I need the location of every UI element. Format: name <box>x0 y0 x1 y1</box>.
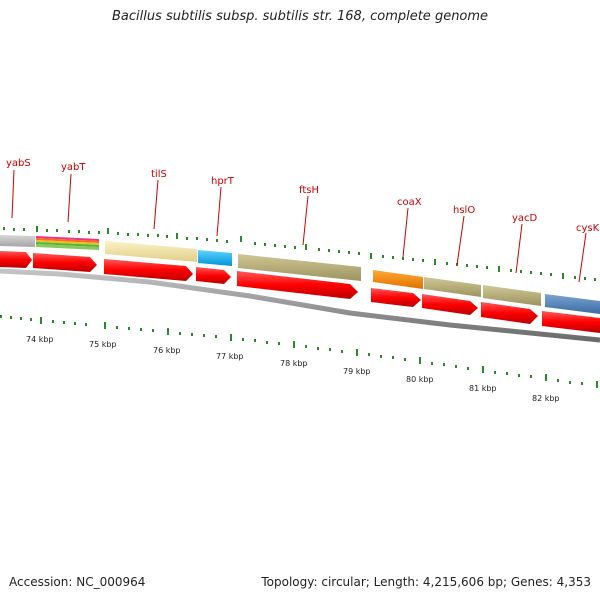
cds-arrow-yabS[interactable] <box>0 251 32 268</box>
gene-label-hslO: hslO <box>453 205 475 216</box>
gene-block-tilS[interactable] <box>105 241 197 262</box>
gene-block-hprT[interactable] <box>198 250 232 266</box>
gene-label-hprT: hprT <box>211 176 235 187</box>
scale-labels: 74 kbp 75 kbp 76 kbp 77 kbp 78 kbp 79 kb… <box>26 335 560 403</box>
cds-arrow-yacD[interactable] <box>481 302 538 324</box>
cds-arrow-cysK[interactable] <box>542 311 600 333</box>
cds-arrow-hslO[interactable] <box>422 294 478 315</box>
scale-label-81: 81 kbp <box>469 384 497 393</box>
cds-arrow-yabT[interactable] <box>33 253 97 272</box>
accession-text: Accession: NC_000964 <box>9 575 146 589</box>
gene-label-yacD: yacD <box>512 213 538 224</box>
genome-title: Bacillus subtilis subsp. subtilis str. 1… <box>111 9 489 24</box>
gene-block-cysK[interactable] <box>545 294 600 314</box>
feature-track <box>0 235 600 314</box>
scale-label-79: 79 kbp <box>343 367 371 376</box>
cds-arrow-ftsH[interactable] <box>237 271 358 299</box>
genome-stats-text: Topology: circular; Length: 4,215,606 bp… <box>261 575 591 589</box>
scale-label-76: 76 kbp <box>153 346 181 355</box>
scale-label-75: 75 kbp <box>89 340 117 349</box>
top-tick-row <box>3 226 596 281</box>
gene-label-yabT: yabT <box>61 162 86 173</box>
gene-label-cysK: cysK <box>576 223 600 234</box>
gene-block-coaX[interactable] <box>373 270 423 289</box>
gene-label-coaX: coaX <box>397 197 422 208</box>
gene-block-yacD[interactable] <box>483 285 541 306</box>
gene-block-yabS[interactable] <box>0 235 35 247</box>
gene-label-ftsH: ftsH <box>299 185 319 196</box>
gene-block-ftsH[interactable] <box>238 254 361 281</box>
gene-block-hslO[interactable] <box>424 277 481 297</box>
cds-arrow-track <box>0 251 600 333</box>
genome-backbone <box>0 268 600 343</box>
gene-block-yabT[interactable] <box>36 236 99 250</box>
cds-arrow-coaX[interactable] <box>371 288 421 307</box>
scale-label-77: 77 kbp <box>216 352 244 361</box>
cds-arrow-hprT[interactable] <box>196 267 231 284</box>
gene-labels: yabS yabT tilS hprT ftsH coaX hslO yacD … <box>6 158 600 234</box>
scale-tick-row <box>0 315 598 388</box>
label-leaders <box>11 169 587 283</box>
gene-label-tilS: tilS <box>151 169 167 180</box>
gene-label-yabS: yabS <box>6 158 31 169</box>
scale-label-82: 82 kbp <box>532 394 560 403</box>
cds-arrow-tilS[interactable] <box>104 259 193 281</box>
scale-label-74: 74 kbp <box>26 335 54 344</box>
scale-label-78: 78 kbp <box>280 359 308 368</box>
scale-label-80: 80 kbp <box>406 375 434 384</box>
